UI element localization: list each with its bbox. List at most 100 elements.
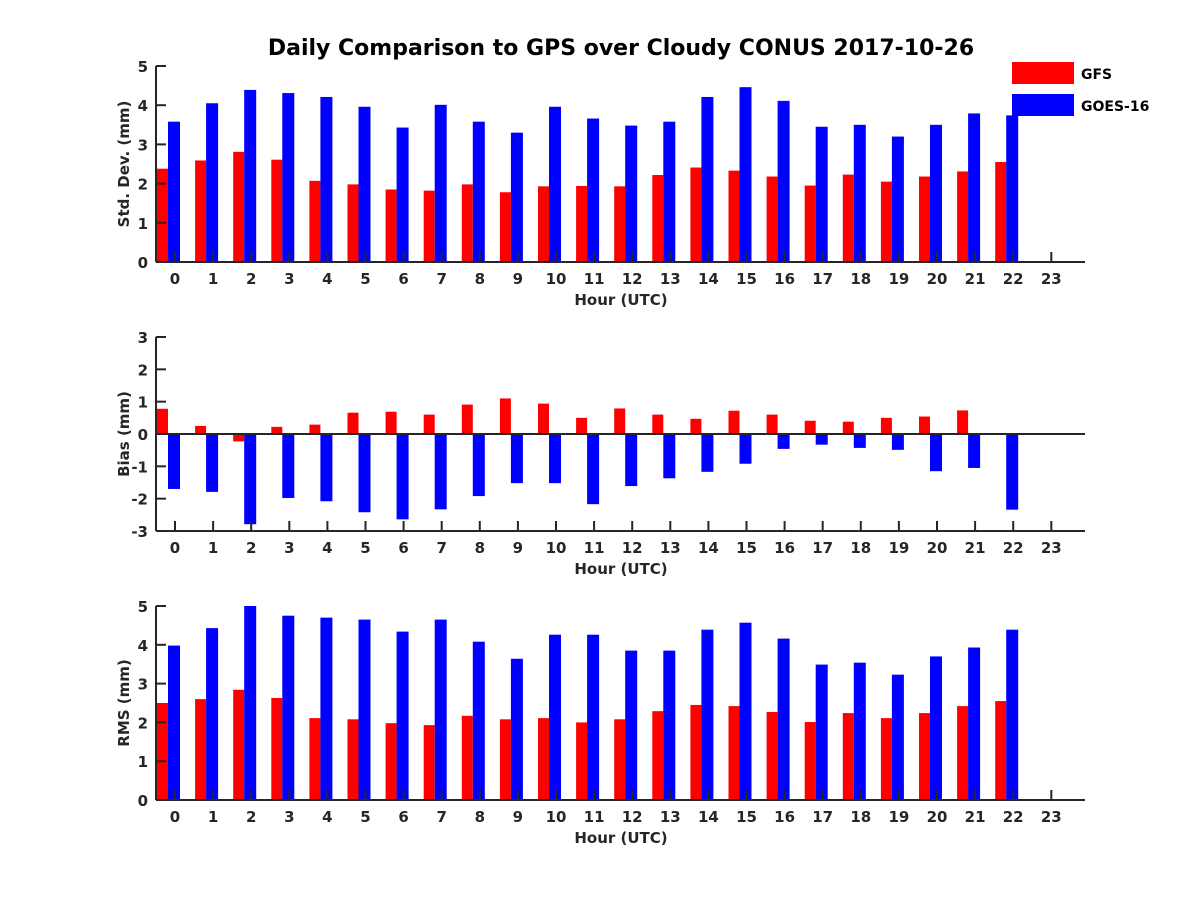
bar-stddev-gfs-h13 [652, 174, 664, 262]
x-tick-label-rms: 20 [927, 808, 948, 826]
bar-rms-goes16-h20 [930, 656, 942, 800]
bar-rms-goes16-h9 [510, 658, 523, 800]
x-tick-label-bias: 18 [850, 539, 871, 557]
y-tick-label-rms: 1 [138, 753, 148, 771]
legend-label-gfs: GFS [1081, 67, 1112, 83]
y-tick-label-stddev: 1 [138, 215, 148, 233]
bar-bias-gfs-h0 [157, 408, 168, 434]
x-tick-label-stddev: 14 [698, 270, 719, 288]
y-tick-label-bias: -1 [131, 458, 148, 476]
x-tick-label-rms: 0 [170, 808, 180, 826]
x-tick-label-stddev: 12 [622, 270, 643, 288]
x-tick-label-stddev: 5 [360, 270, 370, 288]
bar-stddev-gfs-h12 [614, 186, 626, 262]
bar-rms-gfs-h6 [385, 723, 397, 800]
bar-rms-gfs-h3 [271, 697, 283, 800]
bar-bias-gfs-h9 [499, 398, 511, 434]
bar-stddev-gfs-h22 [995, 162, 1007, 262]
bar-rms-gfs-h4 [309, 718, 321, 800]
bar-rms-gfs-h10 [538, 718, 549, 800]
bar-rms-goes16-h13 [663, 650, 676, 800]
bar-rms-gfs-h0 [157, 703, 168, 800]
bar-rms-gfs-h11 [576, 722, 588, 800]
bar-stddev-gfs-h20 [919, 176, 930, 262]
bar-stddev-goes16-h20 [930, 124, 942, 262]
x-tick-label-bias: 15 [736, 539, 757, 557]
x-tick-label-bias: 11 [584, 539, 605, 557]
legend-label-goes16: GOES-16 [1081, 99, 1149, 115]
bar-rms-goes16-h5 [358, 619, 371, 800]
x-tick-label-stddev: 18 [850, 270, 871, 288]
x-tick-label-stddev: 9 [513, 270, 523, 288]
bar-stddev-goes16-h5 [358, 106, 371, 262]
x-tick-label-stddev: 4 [322, 270, 332, 288]
bar-bias-goes16-h15 [739, 434, 752, 464]
bar-bias-gfs-h3 [271, 426, 283, 434]
bar-bias-gfs-h10 [538, 403, 549, 434]
legend-swatch-gfs [1012, 62, 1074, 84]
x-tick-label-bias: 10 [546, 539, 567, 557]
bar-stddev-goes16-h21 [968, 113, 981, 262]
bar-rms-goes16-h21 [968, 647, 981, 800]
x-tick-label-stddev: 22 [1003, 270, 1024, 288]
bar-stddev-goes16-h18 [853, 124, 866, 262]
bar-bias-goes16-h16 [777, 434, 790, 449]
x-tick-label-rms: 16 [774, 808, 795, 826]
bar-bias-gfs-h17 [804, 420, 816, 434]
bar-stddev-gfs-h5 [347, 184, 359, 262]
x-tick-label-stddev: 17 [812, 270, 833, 288]
x-tick-label-bias: 13 [660, 539, 681, 557]
bar-stddev-goes16-h7 [434, 104, 447, 262]
x-tick-label-rms: 18 [850, 808, 871, 826]
bar-stddev-goes16-h17 [815, 126, 828, 262]
bar-rms-goes16-h18 [853, 662, 866, 800]
x-tick-label-rms: 7 [436, 808, 446, 826]
x-tick-label-bias: 22 [1003, 539, 1024, 557]
bar-stddev-goes16-h13 [663, 121, 676, 262]
bar-rms-gfs-h22 [995, 701, 1007, 800]
x-tick-label-bias: 9 [513, 539, 523, 557]
x-tick-label-rms: 10 [546, 808, 567, 826]
bar-stddev-goes16-h3 [282, 93, 295, 262]
bar-stddev-gfs-h1 [195, 160, 207, 262]
bar-bias-goes16-h3 [282, 434, 295, 499]
x-tick-label-stddev: 1 [208, 270, 218, 288]
bar-stddev-gfs-h17 [804, 185, 816, 262]
bar-bias-gfs-h13 [652, 414, 664, 434]
bar-rms-goes16-h0 [168, 645, 180, 800]
bar-bias-gfs-h6 [385, 411, 397, 434]
bar-bias-goes16-h11 [587, 434, 600, 505]
x-tick-label-stddev: 2 [246, 270, 256, 288]
bar-stddev-gfs-h21 [957, 171, 969, 262]
x-tick-label-rms: 8 [475, 808, 485, 826]
bar-bias-goes16-h14 [701, 434, 714, 472]
bar-stddev-goes16-h9 [510, 132, 523, 262]
x-tick-label-rms: 19 [888, 808, 909, 826]
bar-bias-goes16-h1 [206, 434, 219, 492]
bar-rms-gfs-h2 [233, 689, 245, 800]
bar-rms-goes16-h2 [244, 606, 257, 800]
bar-stddev-goes16-h6 [396, 127, 409, 262]
y-axis-label-bias: Bias (mm) [115, 391, 133, 477]
bar-rms-goes16-h12 [625, 650, 638, 800]
bar-bias-goes16-h4 [320, 434, 333, 502]
bar-rms-goes16-h15 [739, 622, 752, 800]
bar-bias-goes16-h17 [815, 434, 828, 445]
bar-bias-goes16-h0 [168, 434, 180, 489]
bar-bias-gfs-h11 [576, 417, 588, 434]
x-tick-label-bias: 8 [475, 539, 485, 557]
bar-rms-goes16-h11 [587, 634, 600, 800]
bar-rms-goes16-h8 [472, 641, 485, 800]
bar-rms-goes16-h22 [1006, 629, 1019, 800]
x-tick-label-stddev: 16 [774, 270, 795, 288]
bar-bias-goes16-h22 [1006, 434, 1019, 510]
bar-rms-goes16-h19 [891, 674, 904, 800]
x-tick-label-rms: 4 [322, 808, 332, 826]
x-tick-label-stddev: 13 [660, 270, 681, 288]
bar-bias-goes16-h7 [434, 434, 447, 510]
bar-stddev-gfs-h19 [880, 181, 892, 262]
y-tick-label-rms: 3 [138, 676, 148, 694]
bar-bias-gfs-h21 [957, 410, 969, 434]
